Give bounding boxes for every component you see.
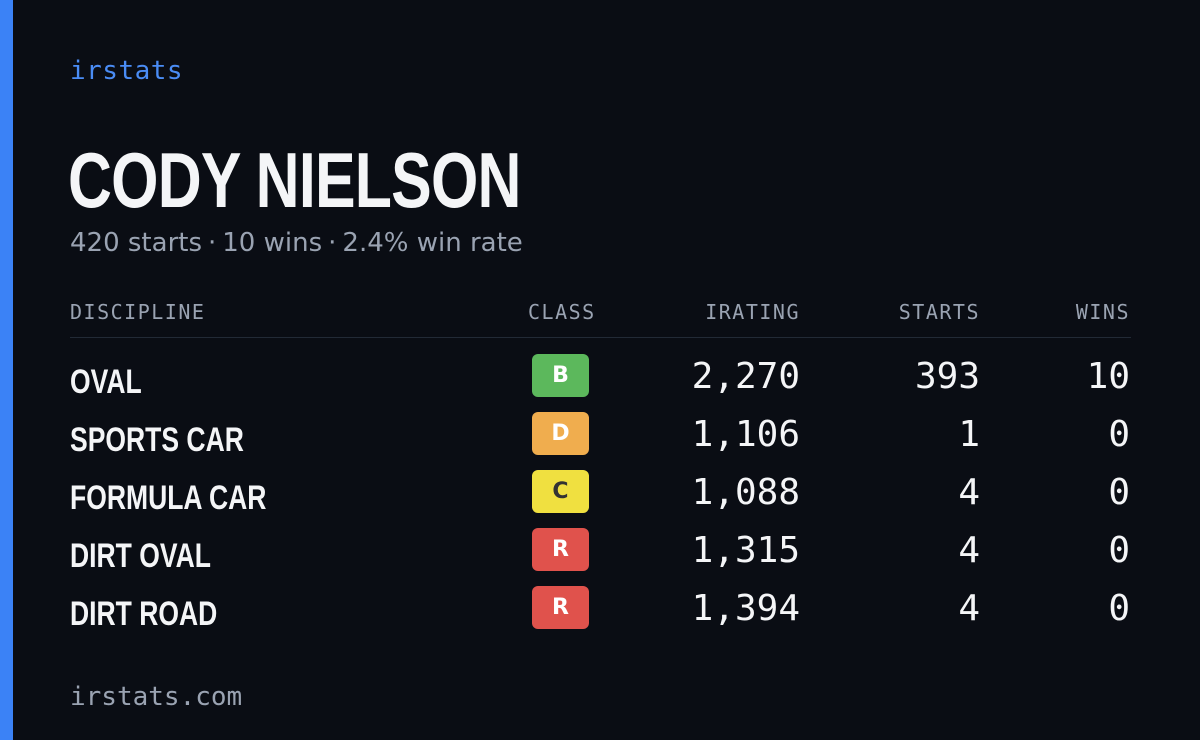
irating-value: 1,106 — [691, 414, 800, 455]
discipline-name: SPORTS CAR — [70, 421, 244, 459]
class-badge: C — [532, 470, 589, 513]
starts-value: 1 — [958, 414, 980, 455]
wins-value: 10 — [1086, 356, 1130, 397]
table-row: DIRT OVAL R 1,315 4 0 — [70, 528, 1131, 586]
discipline-name: DIRT OVAL — [70, 537, 211, 575]
column-header-wins: WINS — [1075, 300, 1130, 324]
summary-separator: · — [328, 228, 337, 258]
irating-value: 1,088 — [691, 472, 800, 513]
column-header-discipline: DISCIPLINE — [70, 300, 206, 324]
wins-value: 0 — [1108, 472, 1130, 513]
brand-logo[interactable]: irstats — [70, 56, 184, 86]
summary-win-rate: 2.4% win rate — [342, 228, 523, 258]
irating-value: 2,270 — [691, 356, 800, 397]
class-badge: R — [532, 586, 589, 629]
starts-value: 4 — [958, 588, 980, 629]
starts-value: 4 — [958, 530, 980, 571]
column-header-starts: STARTS — [898, 300, 980, 324]
starts-value: 393 — [914, 356, 980, 397]
summary-starts: 420 starts — [70, 228, 202, 258]
footer-domain[interactable]: irstats.com — [70, 682, 243, 712]
table-row: SPORTS CAR D 1,106 1 0 — [70, 412, 1131, 470]
wins-value: 0 — [1108, 588, 1130, 629]
wins-value: 0 — [1108, 414, 1130, 455]
column-header-irating: IRATING — [705, 300, 800, 324]
table-row: OVAL B 2,270 393 10 — [70, 354, 1131, 412]
wins-value: 0 — [1108, 530, 1130, 571]
column-header-class: CLASS — [528, 300, 596, 324]
discipline-name: DIRT ROAD — [70, 595, 218, 633]
class-badge: D — [532, 412, 589, 455]
discipline-name: FORMULA CAR — [70, 479, 267, 517]
discipline-name: OVAL — [70, 363, 142, 401]
irating-value: 1,394 — [691, 588, 800, 629]
player-summary: 420 starts · 10 wins · 2.4% win rate — [70, 228, 523, 258]
table-row: FORMULA CAR C 1,088 4 0 — [70, 470, 1131, 528]
accent-bar — [0, 0, 13, 740]
class-badge: B — [532, 354, 589, 397]
player-name: CODY NIELSON — [68, 136, 521, 224]
starts-value: 4 — [958, 472, 980, 513]
irating-value: 1,315 — [691, 530, 800, 571]
class-badge: R — [532, 528, 589, 571]
summary-separator: · — [208, 228, 217, 258]
table-row: DIRT ROAD R 1,394 4 0 — [70, 586, 1131, 644]
summary-wins: 10 wins — [222, 228, 323, 258]
stats-table-header: DISCIPLINE CLASS IRATING STARTS WINS — [70, 300, 1131, 338]
